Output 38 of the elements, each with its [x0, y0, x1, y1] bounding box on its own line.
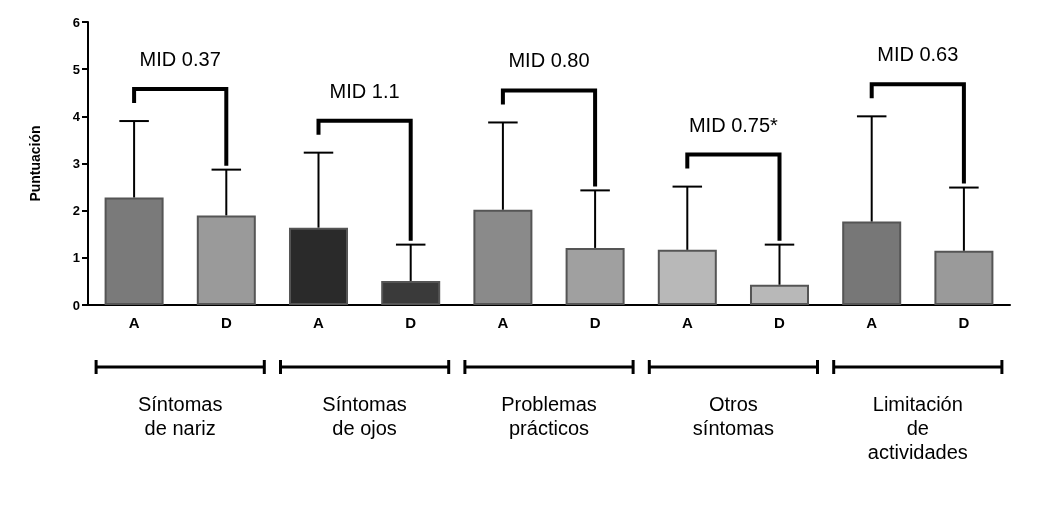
bar: [565, 247, 625, 305]
y-axis-title: Puntuación: [27, 125, 43, 202]
x-tick-label: D: [589, 314, 601, 331]
bar: [289, 227, 348, 305]
bar: [842, 221, 902, 305]
x-tick-label: A: [128, 314, 140, 331]
y-tick-label: 6: [72, 14, 80, 30]
y-tick-label: 3: [72, 156, 80, 171]
bar: [104, 197, 164, 305]
x-tick-label: D: [958, 314, 970, 331]
x-tick-label: D: [220, 314, 232, 331]
y-tick-label: 5: [72, 61, 80, 77]
bar: [473, 209, 533, 305]
bar: [934, 250, 994, 305]
annotation: MID 0.80: [508, 49, 590, 72]
text: Síntomas de ojos: [322, 393, 407, 439]
x-tick-label: A: [313, 314, 325, 331]
text: Síntomas de nariz: [137, 393, 223, 439]
x-tick-label: A: [681, 314, 693, 331]
bar: [750, 284, 809, 305]
annotation: MID 0.37: [139, 48, 221, 71]
bar: [657, 249, 717, 305]
y-tick-label: 0: [72, 297, 80, 313]
text: Limitación de actividades: [867, 393, 968, 463]
y-tick-label: 2: [72, 203, 80, 219]
bar: [381, 280, 441, 305]
bar: [196, 215, 256, 305]
y-tick-label: 1: [72, 250, 80, 266]
annotation: MID 0.75*: [688, 113, 779, 136]
x-tick-label: A: [497, 314, 509, 331]
text: Problemas prácticos: [501, 393, 597, 439]
x-tick-label: D: [405, 314, 417, 331]
annotation: MID 1.1: [329, 79, 400, 102]
x-tick-label: D: [774, 314, 786, 331]
annotation: MID 0.63: [877, 43, 959, 66]
y-tick-label: 4: [72, 108, 81, 124]
text: Otros síntomas: [692, 393, 774, 439]
x-tick-label: A: [866, 314, 878, 331]
